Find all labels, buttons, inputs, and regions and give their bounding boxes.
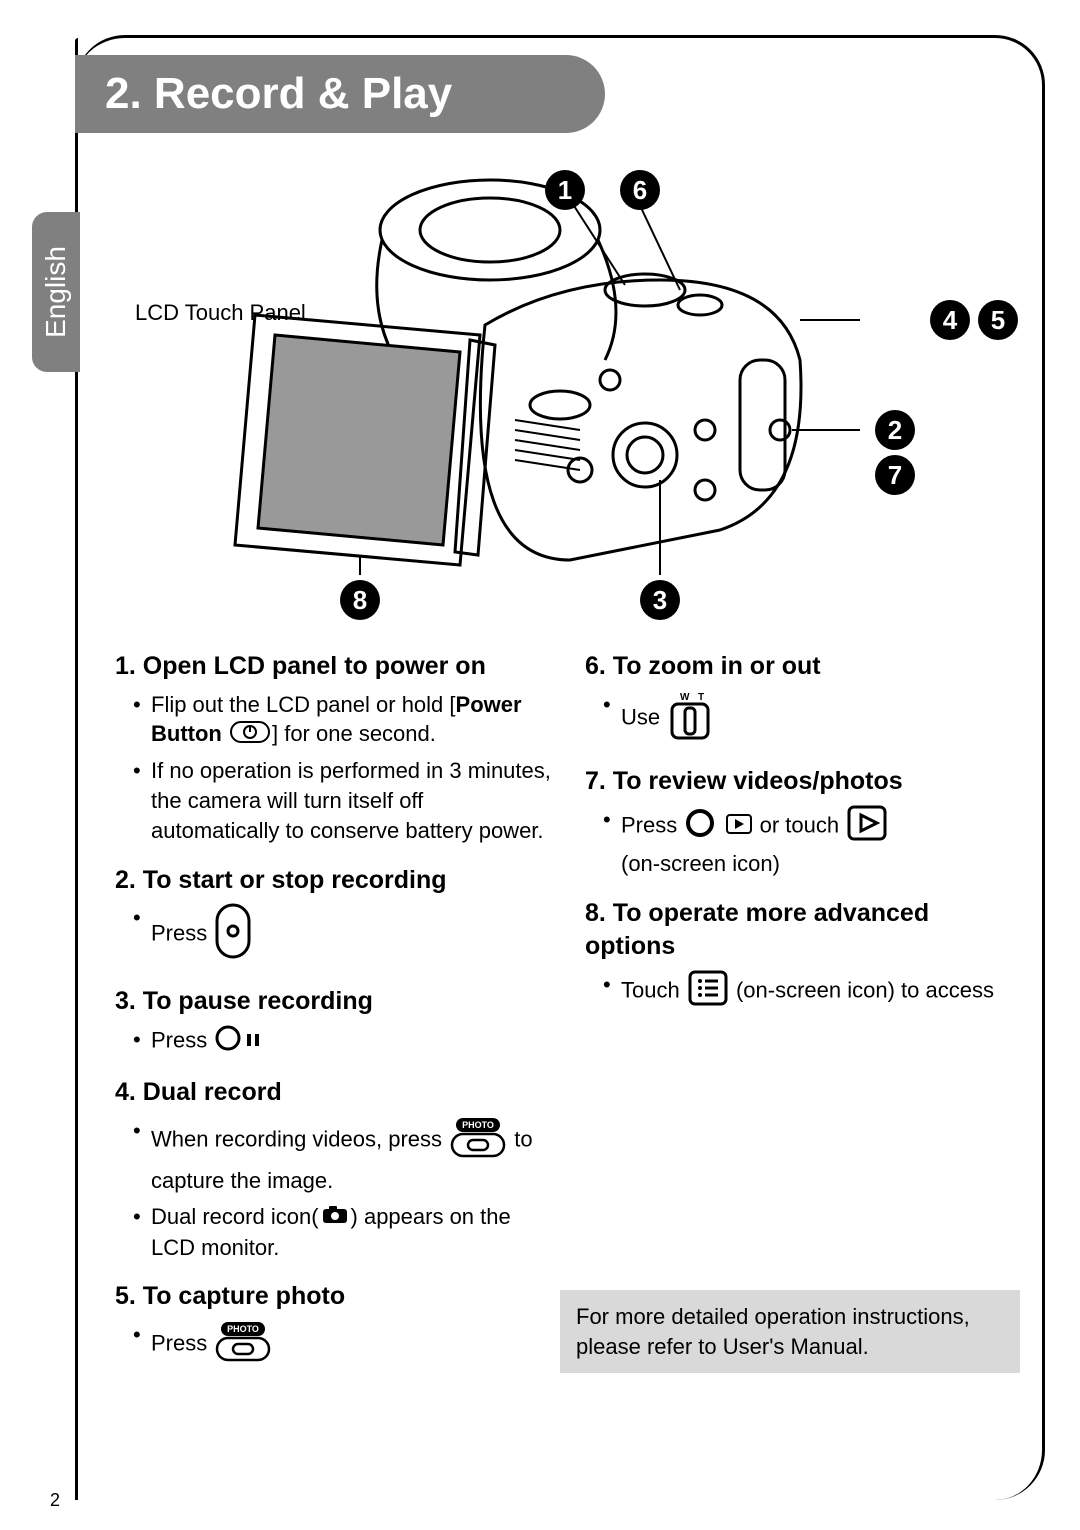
s1-bullet-2: If no operation is performed in 3 minute…: [133, 756, 555, 845]
playback-glyph-icon: [726, 812, 752, 842]
callout-1: 1: [545, 170, 585, 210]
svg-text:PHOTO: PHOTO: [462, 1120, 494, 1130]
s1-bullet-1: Flip out the LCD panel or hold [Power Bu…: [133, 690, 555, 751]
text: Use: [621, 704, 660, 729]
section-3-heading: 3. To pause recording: [115, 985, 555, 1019]
text: (on-screen icon): [621, 851, 780, 876]
s6-bullet-1: Use WT: [603, 690, 1025, 748]
language-tab: English: [32, 212, 80, 372]
svg-text:T: T: [698, 692, 704, 703]
photo-button-icon: PHOTO: [450, 1116, 506, 1166]
text: Press: [621, 813, 677, 838]
instructions: 1. Open LCD panel to power on Flip out t…: [115, 650, 1025, 1376]
s4-bullet-2: Dual record icon( ) appears on the LCD m…: [133, 1202, 555, 1263]
callout-6: 6: [620, 170, 660, 210]
title-bar: 2. Record & Play: [75, 55, 605, 133]
power-button-icon: [230, 721, 270, 751]
s5-bullet-1: Press PHOTO: [133, 1320, 555, 1370]
zoom-rocker-icon: WT: [668, 690, 712, 748]
pause-button-icon: [215, 1025, 241, 1059]
pause-glyph-icon: [245, 1027, 263, 1057]
camera-diagram: LCD Touch Panel: [100, 160, 1020, 640]
camera-illustration: [160, 160, 860, 630]
left-column: 1. Open LCD panel to power on Flip out t…: [115, 650, 555, 1376]
s2-bullet-1: Press: [133, 903, 555, 967]
text: Dual record icon(: [151, 1204, 319, 1229]
page-number: 2: [50, 1490, 60, 1511]
record-button-icon: [215, 903, 251, 967]
section-8-heading: 8. To operate more advanced options: [585, 897, 1025, 965]
text: (on-screen icon) to access: [736, 978, 994, 1003]
section-1-heading: 1. Open LCD panel to power on: [115, 650, 555, 684]
section-6-heading: 6. To zoom in or out: [585, 650, 1025, 684]
s3-bullet-1: Press: [133, 1025, 555, 1059]
text: When recording videos, press: [151, 1127, 442, 1152]
svg-text:W: W: [680, 692, 690, 703]
right-column: 6. To zoom in or out Use WT 7. To review…: [585, 650, 1025, 1376]
section-4-heading: 4. Dual record: [115, 1076, 555, 1110]
footnote-box: For more detailed operation instructions…: [560, 1290, 1020, 1373]
section-7-heading: 7. To review videos/photos: [585, 765, 1025, 799]
text: ] for one second.: [272, 721, 436, 746]
callout-4: 4: [930, 300, 970, 340]
s7-bullet-1: Press or touch (on-screen icon): [603, 805, 1025, 878]
section-5-heading: 5. To capture photo: [115, 1280, 555, 1314]
svg-text:PHOTO: PHOTO: [227, 1324, 259, 1334]
callout-5: 5: [978, 300, 1018, 340]
menu-touch-icon: [688, 970, 728, 1014]
playback-touch-icon: [847, 805, 887, 849]
footnote-text: For more detailed operation instructions…: [576, 1304, 970, 1359]
page-title: 2. Record & Play: [105, 69, 452, 119]
review-button-icon: [685, 808, 715, 846]
text: or touch: [760, 813, 840, 838]
photo-button-icon-2: PHOTO: [215, 1320, 271, 1370]
language-label: English: [40, 246, 72, 338]
callout-3: 3: [640, 580, 680, 620]
text: Press: [151, 921, 207, 946]
text: Press: [151, 1331, 207, 1356]
callout-7: 7: [875, 455, 915, 495]
callout-2: 2: [875, 410, 915, 450]
callout-8: 8: [340, 580, 380, 620]
text: Press: [151, 1027, 207, 1052]
text: Touch: [621, 978, 680, 1003]
s8-bullet-1: Touch (on-screen icon) to access: [603, 970, 1025, 1014]
section-2-heading: 2. To start or stop recording: [115, 864, 555, 898]
text: Flip out the LCD panel or hold: [151, 692, 443, 717]
s4-bullet-1: When recording videos, press PHOTO to ca…: [133, 1116, 555, 1195]
dual-record-icon: [321, 1203, 349, 1233]
